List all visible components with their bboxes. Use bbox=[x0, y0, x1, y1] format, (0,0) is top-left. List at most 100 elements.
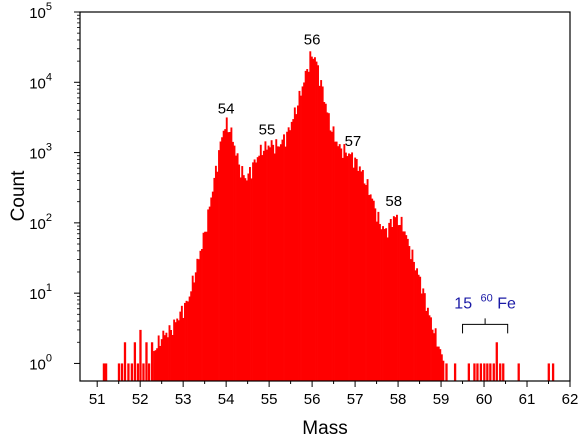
histogram-bar bbox=[187, 301, 190, 381]
histogram-bar bbox=[428, 315, 431, 381]
histogram-bar bbox=[150, 342, 154, 381]
histogram-bar bbox=[300, 95, 302, 381]
x-tick-label: 58 bbox=[390, 391, 407, 408]
histogram-bar bbox=[473, 363, 476, 381]
histogram-bar bbox=[403, 231, 406, 381]
histogram-bar bbox=[351, 152, 354, 381]
histogram-bar bbox=[420, 293, 423, 381]
histogram-bar bbox=[489, 363, 492, 381]
histogram-bar bbox=[160, 339, 163, 381]
peak-label: 55 bbox=[259, 122, 276, 139]
histogram-bar bbox=[344, 152, 347, 381]
histogram-bar bbox=[196, 258, 199, 381]
histogram-bar bbox=[123, 342, 127, 381]
histogram-bar bbox=[389, 219, 392, 381]
histogram-bar bbox=[369, 194, 372, 381]
histogram-bar bbox=[170, 329, 172, 381]
histogram-bar bbox=[197, 259, 200, 381]
histogram-bar bbox=[341, 157, 344, 381]
histogram-bar bbox=[453, 363, 457, 381]
x-axis-ticks: 51 52 53 54 55 56 57 58 59 60 61 62 bbox=[89, 381, 578, 408]
peak-label: 57 bbox=[345, 133, 362, 150]
histogram-bar bbox=[399, 225, 401, 381]
y-axis-title: Count bbox=[8, 170, 29, 221]
histogram-bar bbox=[346, 156, 349, 381]
histogram-bar bbox=[385, 228, 388, 381]
histogram-bar bbox=[495, 342, 498, 381]
histogram-bar bbox=[227, 132, 230, 381]
histogram-bar bbox=[145, 342, 148, 381]
histogram-bar bbox=[467, 363, 470, 381]
histogram-bar bbox=[270, 140, 273, 381]
histogram-bar bbox=[244, 178, 247, 381]
histogram-bar bbox=[256, 157, 259, 381]
histogram-bar bbox=[153, 363, 157, 381]
histogram-bar bbox=[295, 114, 298, 382]
histogram-bar bbox=[423, 293, 426, 381]
histogram-bar bbox=[502, 363, 505, 381]
peak-label: 54 bbox=[218, 100, 235, 117]
histogram-bar bbox=[394, 217, 397, 381]
histogram-bar bbox=[120, 363, 124, 381]
histogram-bar bbox=[492, 363, 495, 381]
plot-frame bbox=[79, 11, 571, 382]
histogram-bar bbox=[321, 86, 324, 381]
histogram-bar bbox=[329, 130, 332, 381]
histogram-bar bbox=[174, 322, 177, 381]
histogram-bar bbox=[213, 177, 216, 381]
histogram-bar bbox=[334, 141, 337, 381]
histogram-bar bbox=[324, 103, 327, 381]
histogram-bar bbox=[314, 57, 316, 381]
histogram-bar bbox=[382, 226, 384, 381]
histogram-bar bbox=[408, 246, 411, 381]
histogram-bar bbox=[434, 328, 437, 381]
histogram-bar bbox=[296, 105, 299, 381]
histogram-bar bbox=[219, 141, 222, 381]
histogram-bar bbox=[130, 363, 134, 381]
histogram-bar bbox=[117, 363, 121, 381]
histogram-bar bbox=[290, 121, 293, 381]
histogram-bar bbox=[269, 147, 272, 381]
histogram-bar bbox=[304, 70, 307, 381]
histogram-bar bbox=[241, 166, 244, 381]
histogram-bar bbox=[159, 345, 162, 381]
histogram-bar bbox=[383, 228, 386, 381]
histogram-bar bbox=[298, 90, 301, 382]
histogram-bar bbox=[162, 330, 165, 381]
fe60-count: 15 bbox=[454, 295, 472, 312]
histogram-bar bbox=[479, 363, 483, 381]
histogram-bar bbox=[402, 231, 405, 381]
histogram-bar bbox=[273, 153, 276, 381]
histogram-bar bbox=[332, 126, 335, 381]
histogram-bar bbox=[225, 117, 228, 382]
histogram-bar bbox=[168, 325, 171, 381]
x-tick-label: 56 bbox=[304, 391, 321, 408]
histogram-bar bbox=[235, 155, 237, 381]
histogram-bar bbox=[231, 141, 234, 381]
histogram-bar bbox=[439, 349, 442, 381]
histogram-bar bbox=[517, 363, 520, 381]
histogram-bar bbox=[258, 155, 261, 381]
histogram-bar bbox=[281, 139, 284, 381]
histogram-bar bbox=[301, 86, 304, 382]
x-axis-title: Mass bbox=[302, 418, 347, 439]
histogram-bar bbox=[199, 250, 202, 381]
histogram-bar bbox=[354, 157, 357, 381]
histogram-bar bbox=[375, 221, 378, 381]
histogram-bar bbox=[180, 305, 183, 381]
histogram-bar bbox=[177, 320, 180, 381]
x-tick-label: 62 bbox=[562, 391, 579, 408]
histogram-bar bbox=[357, 170, 360, 381]
histogram-bar bbox=[188, 296, 191, 381]
x-tick-label: 51 bbox=[89, 391, 106, 408]
histogram-bar bbox=[202, 232, 205, 381]
histogram-bar bbox=[422, 288, 425, 381]
x-tick-label: 53 bbox=[175, 391, 192, 408]
histogram-bar bbox=[289, 130, 292, 381]
x-tick-label: 55 bbox=[261, 391, 278, 408]
histogram-bar bbox=[261, 155, 264, 381]
histogram-bar bbox=[417, 274, 420, 381]
histogram-bar bbox=[249, 167, 251, 381]
histogram-bars bbox=[102, 51, 555, 382]
